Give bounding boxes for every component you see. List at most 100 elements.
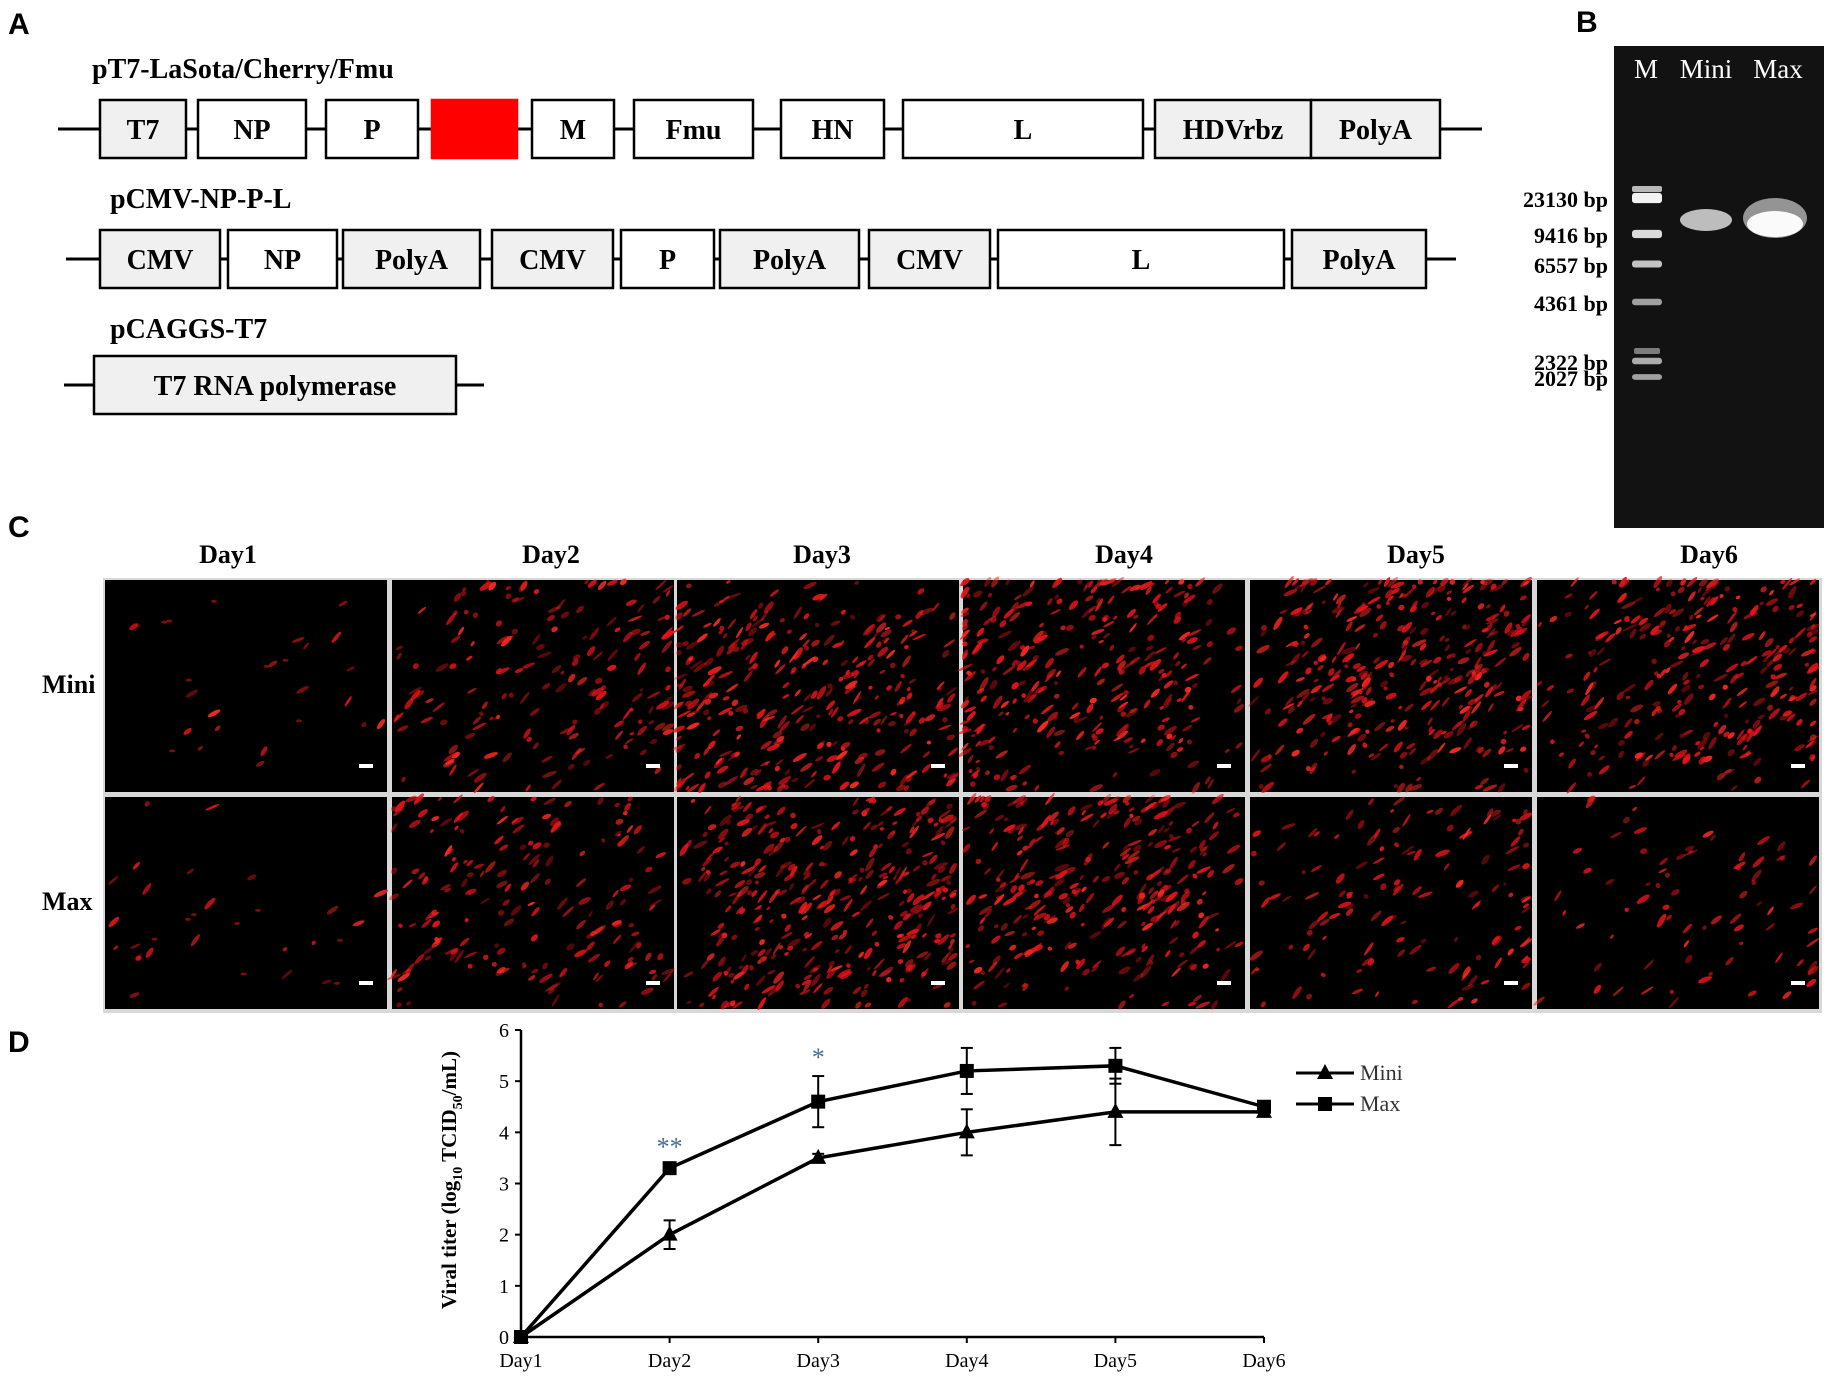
fluorescent-cell	[976, 723, 985, 735]
fluorescent-cell	[1041, 704, 1054, 715]
fluorescent-cell	[978, 894, 988, 899]
fluorescent-cell	[588, 688, 596, 697]
fluorescent-cell	[1475, 642, 1483, 653]
fluorescent-cell	[431, 939, 441, 948]
fluorescent-cell	[964, 671, 976, 682]
fluorescent-cell	[1176, 901, 1190, 912]
fluorescent-cell	[876, 613, 885, 623]
fluorescent-cell	[839, 971, 846, 978]
max-plasmid-band	[1747, 211, 1803, 237]
data-point-square	[1257, 1099, 1271, 1114]
fluorescent-cell	[1035, 880, 1044, 886]
fluorescent-cell	[1282, 703, 1295, 710]
fluorescent-cell	[637, 719, 643, 724]
fluorescent-cell	[1235, 645, 1243, 651]
fluorescent-cell	[1396, 936, 1405, 943]
fluorescent-cell	[414, 953, 425, 965]
fluorescent-cell	[129, 623, 139, 631]
fluorescent-cell	[541, 755, 553, 763]
fluorescent-cell	[661, 701, 675, 710]
fluorescent-cell	[826, 896, 834, 905]
fluorescent-cell	[978, 905, 993, 916]
fluorescent-cell	[779, 837, 786, 843]
fluorescent-cell	[1790, 902, 1804, 910]
fluorescent-cell	[1162, 693, 1173, 707]
fluorescent-cell	[715, 757, 723, 765]
fluorescent-cell	[746, 890, 753, 896]
fluorescent-cell	[464, 951, 478, 958]
fluorescent-cell	[615, 730, 623, 740]
fluorescent-cell	[1330, 669, 1342, 682]
fluorescent-cell	[186, 868, 195, 875]
fluorescent-cell	[1166, 742, 1175, 752]
fluorescent-cell	[505, 586, 512, 591]
fluorescent-cell	[425, 698, 434, 704]
fluorescent-cell	[862, 623, 875, 636]
fluorescent-cell	[1757, 714, 1765, 720]
fluorescent-cell	[1453, 675, 1463, 683]
fluorescent-cell	[805, 862, 814, 871]
fluorescent-cell	[1477, 746, 1484, 754]
fluorescent-cell	[1566, 688, 1575, 694]
micrograph-max-day2	[387, 793, 675, 1009]
gene-block	[632, 98, 755, 160]
fluorescent-cell	[1074, 716, 1088, 724]
fluorescent-cell	[571, 658, 579, 667]
fluorescent-cell	[528, 975, 536, 981]
fluorescent-cell	[996, 877, 1001, 883]
fluorescent-cell	[1698, 578, 1708, 587]
fluorescent-cell	[456, 810, 469, 822]
fluorescent-cell	[812, 967, 819, 972]
fluorescent-cell	[707, 716, 712, 721]
fluorescent-cell	[1125, 707, 1139, 718]
fluorescent-cell	[1522, 652, 1530, 661]
fluorescent-cell	[296, 686, 309, 694]
fluorescent-cell	[988, 736, 996, 743]
fluorescent-cell	[1618, 750, 1625, 759]
scale-bar	[1504, 764, 1518, 768]
fluorescent-cell	[1794, 627, 1806, 639]
fluorescent-cell	[1154, 894, 1164, 902]
fluorescent-cell	[1471, 998, 1478, 1004]
fluorescent-cell	[1303, 633, 1310, 639]
fluorescent-cell	[472, 612, 479, 619]
fluorescent-cell	[268, 660, 278, 668]
fluorescent-cell	[446, 612, 457, 626]
fluorescent-cell	[572, 719, 578, 725]
fluorescent-cell	[1251, 966, 1258, 975]
fluorescent-cell	[1662, 904, 1670, 910]
fluorescent-cell	[1117, 920, 1127, 929]
fluorescent-cell	[945, 951, 952, 957]
fluorescent-cell	[1778, 644, 1788, 653]
fluorescent-cell	[1112, 771, 1118, 778]
fluorescent-cell	[1034, 634, 1048, 644]
fluorescent-cell	[803, 693, 811, 702]
significance-marker: *	[812, 1043, 825, 1072]
fluorescent-cell	[1080, 813, 1094, 822]
fluorescent-cell	[1766, 648, 1777, 659]
gene-block	[324, 98, 420, 160]
fluorescent-cell	[1206, 598, 1213, 606]
fluorescent-cell	[1188, 859, 1196, 870]
fluorescent-cell	[648, 720, 655, 725]
fluorescent-cell	[624, 802, 632, 811]
fluorescent-cell	[905, 848, 912, 855]
fluorescent-cell	[916, 951, 929, 959]
fluorescent-cell	[827, 683, 833, 689]
fluorescent-cell	[849, 849, 858, 856]
fluorescent-cell	[1185, 673, 1199, 681]
fluorescent-cell	[769, 919, 774, 923]
ladder-band	[1632, 357, 1662, 365]
fluorescent-cell	[1700, 596, 1705, 601]
fluorescent-cell	[1501, 578, 1508, 586]
fluorescent-cell	[980, 970, 986, 976]
y-tick-label: 0	[499, 1327, 509, 1349]
fluorescent-cell	[1685, 954, 1693, 964]
fluorescent-cell	[1097, 579, 1105, 585]
fluorescent-cell	[1092, 875, 1099, 883]
fluorescent-cell	[450, 862, 459, 873]
fluorescent-cell	[799, 633, 807, 641]
fluorescent-cell	[1123, 737, 1133, 743]
fluorescent-cell	[1640, 986, 1654, 995]
fluorescent-cell	[855, 660, 867, 668]
